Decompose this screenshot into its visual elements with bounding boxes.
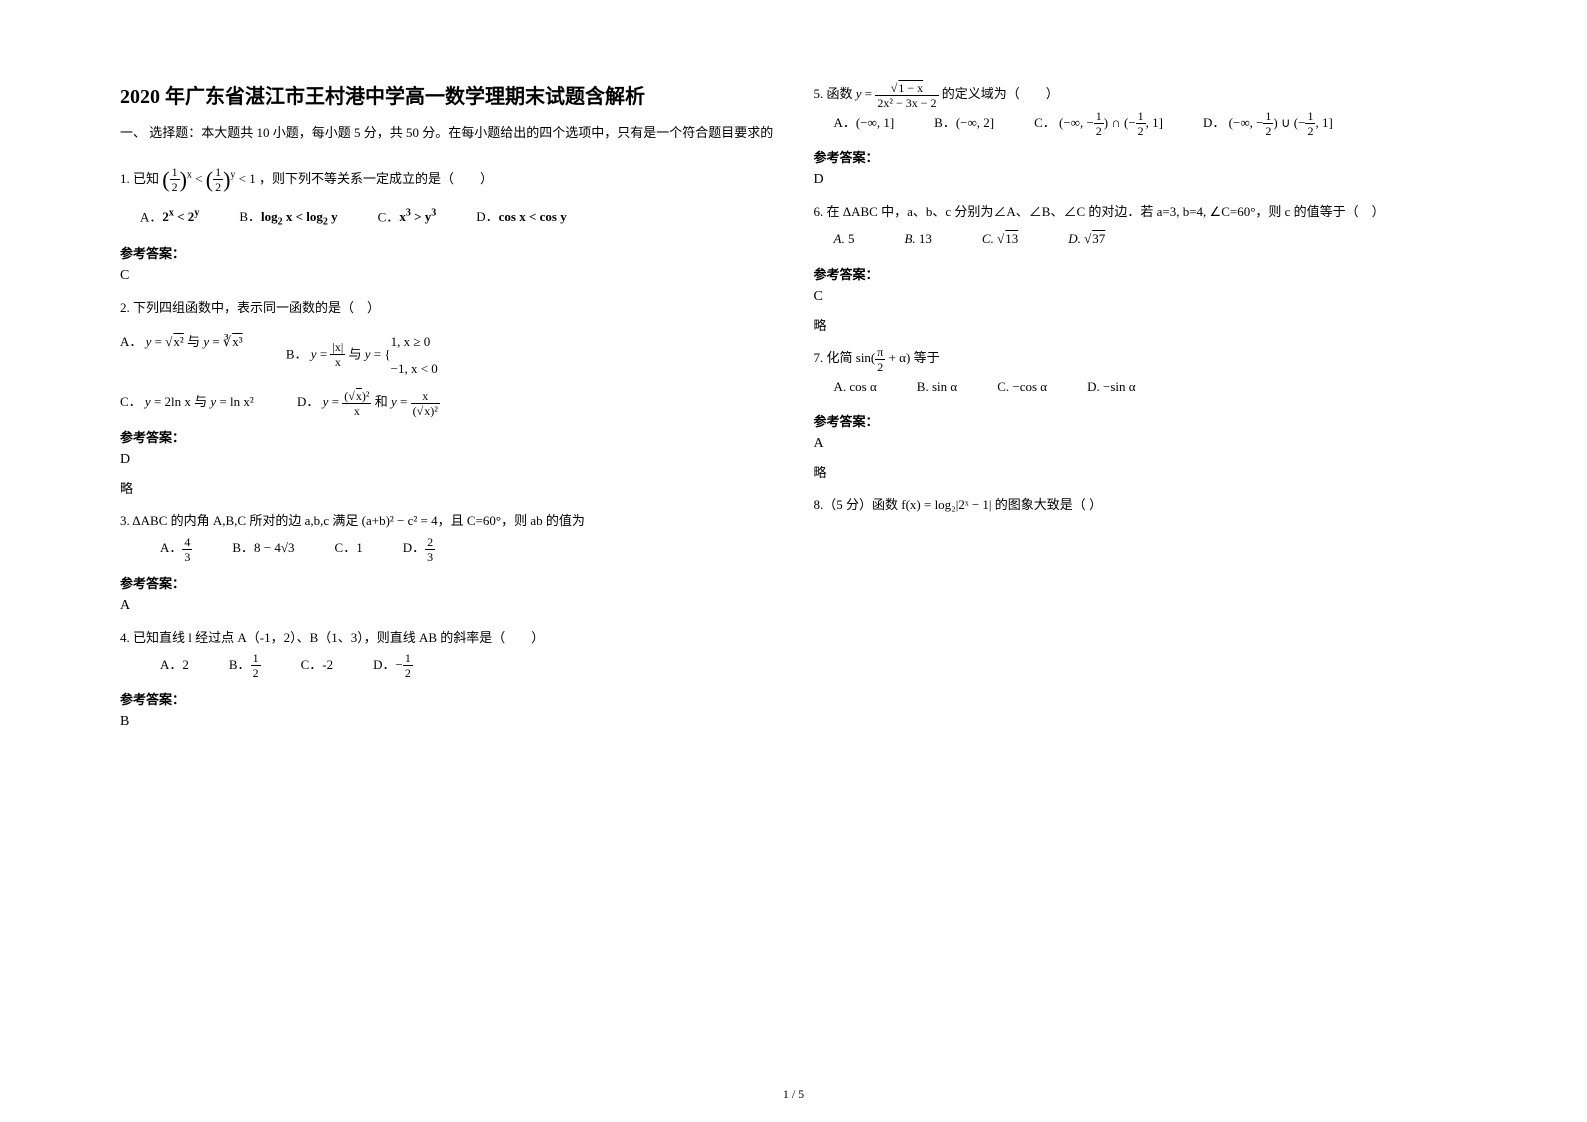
- right-column: 5. 函数 y = √1 − x2x² − 3x − 2 的定义域为（ ） A．…: [794, 80, 1488, 1050]
- q4-opt-a: A．2: [160, 651, 189, 680]
- q6-opt-b: B. 13: [904, 225, 931, 254]
- q3-ans: A: [120, 598, 774, 614]
- q3-opt-b: B．8 − 4√3: [232, 534, 294, 563]
- page-title: 2020 年广东省湛江市王村港中学高一数学理期末试题含解析: [120, 80, 774, 109]
- q7-expr: sin(π2 + α): [856, 350, 914, 365]
- q1-expr: (12)x < (12)y < 1: [162, 171, 259, 186]
- q6-note: 略: [814, 315, 1468, 334]
- q3-opt-a: A．43: [160, 534, 192, 563]
- q2-opt-b: B． y = |x|x 与 y = {1, x ≥ 0−1, x < 0: [286, 328, 438, 383]
- q7-ans: A: [814, 436, 1468, 452]
- q3-opt-d: D．23: [403, 534, 435, 563]
- q2-opt-d: D． y = (√x)²x 和 y = x(√x)²: [297, 388, 440, 417]
- q6-ans: C: [814, 289, 1468, 305]
- q5-stem-post: 的定义域为（ ）: [942, 86, 1059, 101]
- q2-note: 略: [120, 478, 774, 497]
- question-8: 8.（5 分）函数 f(x) = log₂|2ˣ − 1| 的图象大致是（ ）: [814, 491, 1468, 518]
- q1-opt-d: D．cos x < cos y: [476, 203, 566, 234]
- q2-opt-a: A． y = √x² 与 y = ∛x³: [120, 328, 243, 355]
- question-5: 5. 函数 y = √1 − x2x² − 3x − 2 的定义域为（ ） A．…: [814, 80, 1468, 137]
- q2-ans-label: 参考答案：: [120, 427, 774, 446]
- question-6: 6. 在 ΔABC 中，a、b、c 分别为∠A、∠B、∠C 的对边．若 a=3,…: [814, 198, 1468, 254]
- q7-opt-a: A. cos α: [834, 373, 877, 402]
- q1-opt-c: C．x3 > y3: [378, 203, 437, 234]
- q5-opt-a: A．(−∞, 1]: [834, 109, 895, 138]
- question-7: 7. 化简 sin(π2 + α) 等于 A. cos α B. sin α C…: [814, 344, 1468, 401]
- q4-opt-d: D．−12: [373, 651, 413, 680]
- q4-opt-b: B．12: [229, 651, 261, 680]
- q2-stem: 2. 下列四组函数中，表示同一函数的是（ ）: [120, 294, 774, 321]
- q3-stem: 3. ΔABC 的内角 A,B,C 所对的边 a,b,c 满足 (a+b)² −…: [120, 507, 774, 534]
- q6-opt-d: D. √37: [1068, 225, 1105, 254]
- q5-ans: D: [814, 172, 1468, 188]
- q7-opt-b: B. sin α: [917, 373, 957, 402]
- q1-ans-label: 参考答案：: [120, 243, 774, 262]
- q3-opt-c: C．1: [335, 534, 363, 563]
- q1-stem-post: ，则下列不等关系一定成立的是（ ）: [259, 171, 493, 186]
- q1-opt-a: A．2x < 2y: [140, 203, 199, 234]
- q5-opt-d: D． (−∞, −12) ∪ (−12, 1]: [1203, 109, 1333, 138]
- q5-expr: y = √1 − x2x² − 3x − 2: [856, 86, 942, 101]
- q2-opt-c: C． y = 2ln x 与 y = ln x²: [120, 388, 254, 415]
- q5-stem-pre: 5. 函数: [814, 86, 853, 101]
- page-number: 1 / 5: [0, 1087, 1587, 1102]
- q2-ans: D: [120, 452, 774, 468]
- q6-opt-a: A. 5: [834, 225, 855, 254]
- question-2: 2. 下列四组函数中，表示同一函数的是（ ） A． y = √x² 与 y = …: [120, 294, 774, 416]
- q4-opt-c: C．-2: [301, 651, 334, 680]
- q7-stem-post: 等于: [914, 350, 940, 365]
- q4-stem: 4. 已知直线 l 经过点 A（-1，2）、B（1、3），则直线 AB 的斜率是…: [120, 624, 774, 651]
- q1-ans: C: [120, 268, 774, 284]
- q4-ans-label: 参考答案：: [120, 689, 774, 708]
- question-3: 3. ΔABC 的内角 A,B,C 所对的边 a,b,c 满足 (a+b)² −…: [120, 507, 774, 563]
- q7-stem-pre: 7. 化简: [814, 350, 853, 365]
- q6-stem: 6. 在 ΔABC 中，a、b、c 分别为∠A、∠B、∠C 的对边．若 a=3,…: [814, 198, 1468, 225]
- q5-ans-label: 参考答案：: [814, 147, 1468, 166]
- q3-ans-label: 参考答案：: [120, 573, 774, 592]
- q5-opt-c: C． (−∞, −12) ∩ (−12, 1]: [1034, 109, 1163, 138]
- q1-opt-b: B．log2 x < log2 y: [239, 203, 337, 234]
- q7-ans-label: 参考答案：: [814, 411, 1468, 430]
- left-column: 2020 年广东省湛江市王村港中学高一数学理期末试题含解析 一、 选择题：本大题…: [100, 80, 794, 1050]
- q7-note: 略: [814, 462, 1468, 481]
- q4-ans: B: [120, 714, 774, 730]
- q7-opt-c: C. −cos α: [997, 373, 1047, 402]
- question-4: 4. 已知直线 l 经过点 A（-1，2）、B（1、3），则直线 AB 的斜率是…: [120, 624, 774, 680]
- q1-stem-pre: 1. 已知: [120, 171, 159, 186]
- q7-opt-d: D. −sin α: [1087, 373, 1135, 402]
- q6-opt-c: C. √13: [982, 225, 1018, 254]
- q5-opt-b: B．(−∞, 2]: [934, 109, 994, 138]
- q1-options: A．2x < 2y B．log2 x < log2 y C．x3 > y3 D．…: [140, 203, 774, 234]
- question-1: 1. 已知 (12)x < (12)y < 1 ，则下列不等关系一定成立的是（ …: [120, 157, 774, 234]
- section-intro: 一、 选择题：本大题共 10 小题，每小题 5 分，共 50 分。在每小题给出的…: [120, 123, 774, 143]
- q8-stem: 8.（5 分）函数 f(x) = log₂|2ˣ − 1| 的图象大致是（ ）: [814, 491, 1468, 518]
- q6-ans-label: 参考答案：: [814, 264, 1468, 283]
